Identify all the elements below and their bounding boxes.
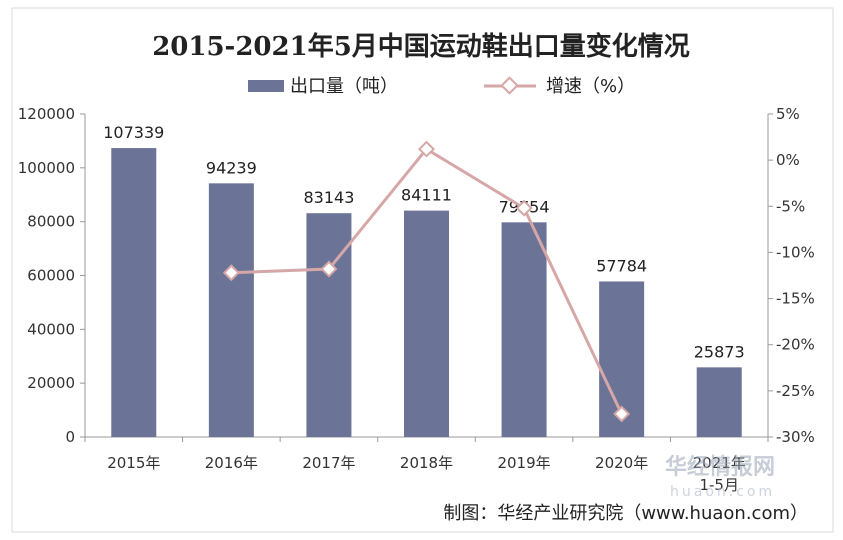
growth-point [222, 264, 240, 282]
growth-point [320, 260, 338, 278]
left-tick-label: 100000 [18, 159, 75, 177]
left-tick-label: 0 [65, 428, 75, 446]
bar [404, 210, 449, 437]
x-tick-label: 2021年 [693, 454, 746, 472]
bar [111, 148, 157, 437]
x-tick-label-line2: 1-5月 [699, 476, 739, 494]
right-tick-label: -25% [776, 382, 815, 400]
bar-data-label: 57784 [596, 256, 647, 275]
right-tick-label: -30% [776, 428, 815, 446]
watermark: 华经情报网 huaon.com [665, 454, 775, 500]
legend-line-marker [500, 76, 519, 95]
left-tick-label: 120000 [18, 105, 75, 123]
right-tick-label: 0% [776, 151, 800, 169]
bar-data-label: 94239 [206, 158, 257, 177]
right-tick-label: -20% [776, 336, 815, 354]
right-tick-label: -5% [776, 197, 805, 215]
x-tick-label: 2018年 [400, 454, 453, 472]
bar-data-labels: 107339942398314384111797545778425873 [103, 123, 744, 361]
source-note: 制图：华经产业研究院（www.huaon.com） [443, 503, 808, 524]
bar-data-label: 25873 [694, 342, 745, 361]
x-tick-label: 2020年 [595, 454, 648, 472]
growth-point [613, 405, 631, 423]
left-tick-label: 60000 [27, 267, 75, 285]
growth-point [515, 199, 533, 217]
x-tick-label: 2017年 [302, 454, 355, 472]
x-tick-label: 2019年 [497, 454, 550, 472]
bar [696, 367, 742, 437]
growth-point [418, 140, 435, 158]
legend: 出口量（吨） 增速（%） [248, 76, 635, 97]
right-tick-label: 5% [776, 105, 800, 123]
right-tick-label: -10% [776, 243, 815, 261]
growth-line [222, 140, 631, 423]
legend-bar-swatch [248, 80, 284, 92]
bar-data-label: 83143 [303, 188, 354, 207]
watermark-url: huaon.com [670, 484, 775, 500]
bar-data-label: 84111 [401, 186, 452, 205]
x-tick-labels: 2015年 2016年 2017年 2018年 2019年 2020年 2021年 1-5月 [107, 454, 746, 494]
legend-line-label: 增速（%） [546, 76, 635, 97]
bar-data-label: 107339 [103, 123, 164, 142]
left-tick-label: 20000 [27, 374, 75, 392]
right-tick-label: -15% [776, 290, 815, 308]
watermark-text: 华经情报网 [665, 454, 775, 480]
axes: 0 20000 40000 60000 80000 100000 120000 -30% -25… [18, 105, 815, 446]
x-tick-label: 2016年 [205, 454, 258, 472]
bar [208, 183, 254, 437]
left-tick-label: 80000 [27, 213, 75, 231]
bar [306, 213, 352, 437]
bars [111, 148, 742, 437]
x-tick-label: 2015年 [107, 454, 160, 472]
bar [501, 222, 547, 437]
legend-bar-label: 出口量（吨） [290, 76, 398, 97]
left-tick-label: 40000 [27, 320, 75, 338]
chart-title: 2015-2021年5月中国运动鞋出口量变化情况 [152, 31, 690, 62]
